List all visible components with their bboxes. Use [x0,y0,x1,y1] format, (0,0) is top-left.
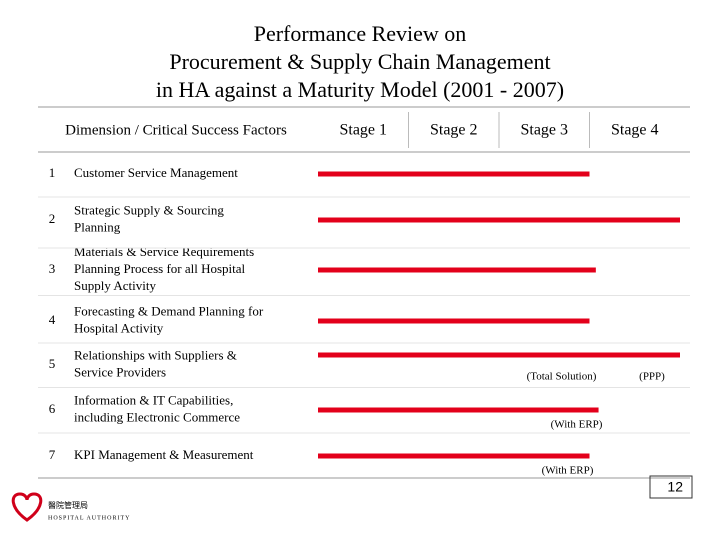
row-number: 7 [49,447,56,462]
row-number: 5 [49,356,56,371]
page-number-box [649,475,693,499]
dimension-label: Relationships with Suppliers & [74,347,237,362]
title-line: in HA against a Maturity Model (2001 - 2… [156,77,564,102]
page-number: 12 [667,479,683,495]
dimension-label: Planning [74,219,121,234]
dimension-label: Customer Service Management [74,165,238,180]
logo-english: HOSPITAL AUTHORITY [48,515,130,521]
bar-annotation: (Total Solution) [527,371,597,383]
row-number: 1 [49,165,56,180]
dimension-label: Supply Activity [74,278,156,293]
row-number: 4 [49,312,56,327]
stage-header: Stage 4 [611,122,659,139]
bar [318,352,680,358]
bar [318,171,590,177]
title: Performance Review on Procurement & Supp… [156,21,564,102]
dimension-header: Dimension / Critical Success Factors [65,122,287,138]
dimension-label: including Electronic Commerce [74,409,240,424]
row-number: 6 [49,401,56,416]
stage-header: Stage 3 [520,122,568,139]
dimension-label: Planning Process for all Hospital [74,261,246,276]
bar [318,217,680,223]
dimension-label: Strategic Supply & Sourcing [74,202,224,217]
stage-header: Stage 1 [339,122,387,139]
row-number: 2 [49,211,56,226]
dimension-label: Information & IT Capabilities, [74,392,233,407]
bar-annotation: (With ERP) [551,419,603,431]
row-number: 3 [49,261,56,276]
logo: 醫院管理局 HOSPITAL AUTHORITY [11,492,130,522]
dimension-label: KPI Management & Measurement [74,447,254,462]
bar-annotation: (With ERP) [542,465,594,477]
bar [318,267,596,273]
bar [318,453,590,459]
title-line: Performance Review on [254,21,467,46]
dimension-label: Forecasting & Demand Planning for [74,303,264,318]
dimension-label: Service Providers [74,364,166,379]
logo-heart [11,492,43,522]
bar [318,407,599,413]
stage-header: Stage 2 [430,122,478,139]
dimension-label: Hospital Activity [74,320,164,335]
bar [318,318,590,324]
bar-annotation: (PPP) [639,371,665,383]
title-line: Procurement & Supply Chain Management [169,49,550,74]
dimension-label: Materials & Service Requirements [74,244,254,259]
logo-chinese: 醫院管理局 [48,500,88,510]
